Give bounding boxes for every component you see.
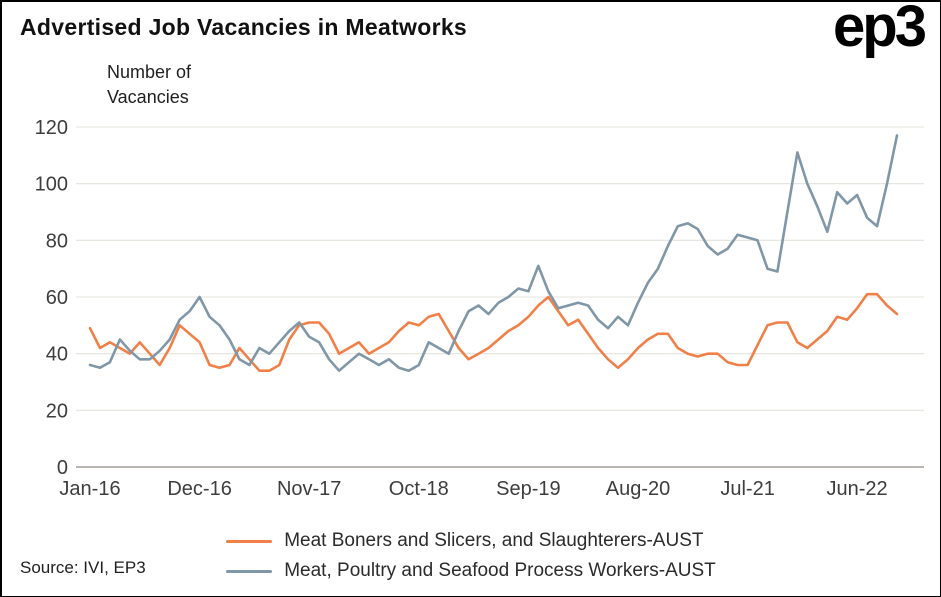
legend-swatch-orange bbox=[226, 539, 273, 543]
y-tick-label: 40 bbox=[46, 344, 68, 366]
legend-inner: Meat Boners and Slicers, and Slaughterer… bbox=[226, 530, 716, 582]
y-tick-label: 60 bbox=[46, 287, 68, 309]
y-tick-label: 100 bbox=[35, 174, 68, 196]
source-text: Source: IVI, EP3 bbox=[20, 558, 146, 577]
x-tick-label: Dec-16 bbox=[167, 478, 231, 500]
y-tick-label: 20 bbox=[46, 400, 68, 422]
logo-text-ep: ep bbox=[833, 0, 898, 59]
legend: Meat Boners and Slicers, and Slaughterer… bbox=[2, 530, 940, 583]
chart-title: Advertised Job Vacancies in Meatworks bbox=[20, 14, 467, 40]
y-tick-label: 80 bbox=[46, 230, 68, 252]
ep3-logo: ep3 bbox=[833, 0, 927, 59]
series-line-1 bbox=[88, 134, 899, 373]
legend-item-boners: Meat Boners and Slicers, and Slaughterer… bbox=[226, 530, 703, 552]
x-tick-label: Jul-21 bbox=[720, 478, 774, 500]
x-tick-label: Aug-20 bbox=[606, 478, 671, 500]
legend-swatch-bluegray bbox=[226, 569, 273, 573]
x-tick-label: Jun-22 bbox=[827, 478, 888, 500]
legend-label-process-workers: Meat, Poultry and Seafood Process Worker… bbox=[284, 560, 716, 581]
x-tick-label: Oct-18 bbox=[389, 478, 449, 500]
x-tick-label: Sep-19 bbox=[496, 478, 561, 500]
x-tick-label: Nov-17 bbox=[277, 478, 341, 500]
series-line-0 bbox=[88, 292, 899, 373]
y-tick-label: 0 bbox=[57, 457, 68, 479]
legend-item-process-workers: Meat, Poultry and Seafood Process Worker… bbox=[226, 560, 716, 582]
x-tick-label: Jan-16 bbox=[59, 478, 120, 500]
y-axis-label: Number of Vacancies bbox=[107, 60, 191, 110]
logo-text-3: 3 bbox=[894, 0, 927, 59]
y-axis-label-line1: Number of bbox=[107, 62, 192, 82]
legend-label-boners: Meat Boners and Slicers, and Slaughterer… bbox=[284, 530, 704, 551]
y-tick-label: 120 bbox=[35, 117, 68, 139]
y-axis-label-line2: Vacancies bbox=[107, 87, 189, 108]
